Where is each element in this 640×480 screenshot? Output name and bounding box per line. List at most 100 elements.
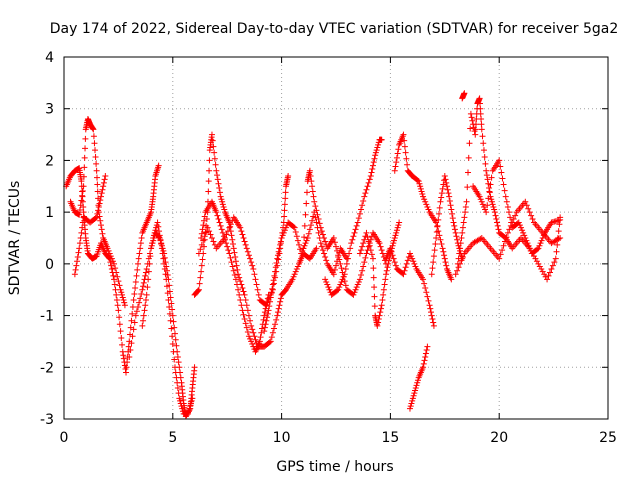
data-point <box>195 287 202 294</box>
data-point <box>255 291 262 298</box>
data-point <box>323 257 330 264</box>
data-point <box>366 176 373 183</box>
data-point <box>129 333 136 340</box>
data-point <box>74 253 81 260</box>
x-tick-label: 0 <box>60 430 69 446</box>
data-point <box>319 247 326 254</box>
data-point <box>539 268 546 275</box>
data-point <box>424 343 431 350</box>
data-point <box>177 397 184 404</box>
data-point <box>409 397 416 404</box>
data-point <box>273 316 280 323</box>
data-point <box>347 245 354 252</box>
data-point <box>142 272 149 279</box>
data-points <box>63 90 564 420</box>
data-point <box>477 196 484 203</box>
data-point <box>411 390 418 397</box>
data-point <box>141 276 148 283</box>
data-point <box>392 163 399 170</box>
data-point <box>375 319 382 326</box>
data-point <box>466 140 473 147</box>
data-point <box>247 317 254 324</box>
data-point <box>248 338 255 345</box>
data-point <box>400 131 407 138</box>
data-point <box>289 276 296 283</box>
data-point <box>166 310 173 317</box>
data-point <box>187 400 194 407</box>
data-point <box>336 284 343 291</box>
data-point <box>485 195 492 202</box>
x-tick-label: 25 <box>599 430 617 446</box>
data-point <box>322 253 329 260</box>
data-point <box>95 203 102 210</box>
data-point <box>354 219 361 226</box>
data-point <box>460 219 467 226</box>
data-point <box>222 235 229 241</box>
data-point <box>165 297 172 304</box>
data-point <box>364 183 371 190</box>
data-point <box>428 312 435 319</box>
data-point <box>435 210 442 217</box>
data-point <box>351 289 358 296</box>
data-point <box>497 251 504 258</box>
data-point <box>300 245 307 252</box>
data-point <box>477 110 484 117</box>
data-point <box>449 215 456 222</box>
data-point <box>480 147 487 154</box>
data-point <box>380 286 387 293</box>
data-point <box>137 245 144 252</box>
data-point <box>116 314 123 321</box>
data-point <box>125 343 132 350</box>
data-point <box>207 231 214 238</box>
data-point <box>546 269 553 276</box>
data-point <box>242 297 249 304</box>
data-point <box>132 278 139 285</box>
data-point <box>301 234 308 241</box>
data-point <box>92 215 99 222</box>
data-point <box>457 240 464 247</box>
data-point <box>264 310 271 317</box>
data-point <box>195 286 202 293</box>
data-point <box>140 312 147 319</box>
data-point <box>163 283 170 290</box>
data-point <box>319 231 326 238</box>
data-point <box>450 219 457 226</box>
data-point <box>227 254 234 261</box>
data-point <box>529 216 536 223</box>
data-point <box>138 291 145 298</box>
data-point <box>185 408 192 415</box>
data-point <box>363 229 370 236</box>
data-point <box>315 229 322 236</box>
data-point <box>79 224 86 231</box>
data-point <box>250 266 257 273</box>
data-point <box>401 137 408 144</box>
data-point <box>360 240 367 247</box>
data-point <box>142 269 149 276</box>
data-point <box>325 284 332 291</box>
data-point <box>244 248 251 255</box>
data-point <box>277 238 284 245</box>
data-point <box>164 290 171 297</box>
data-point <box>407 403 414 410</box>
data-point <box>136 299 143 306</box>
y-tick-label: 4 <box>45 50 54 66</box>
data-point <box>478 126 485 133</box>
data-point <box>214 172 221 179</box>
data-point <box>371 284 378 291</box>
data-point <box>230 245 237 252</box>
data-point <box>209 137 216 144</box>
data-point <box>379 250 386 257</box>
data-point <box>554 241 561 248</box>
data-point <box>111 260 118 267</box>
data-point <box>390 255 397 262</box>
data-point <box>341 271 348 278</box>
data-point <box>377 243 384 250</box>
data-point <box>264 314 271 321</box>
data-point <box>377 305 384 312</box>
data-point <box>92 147 99 154</box>
data-point <box>111 276 118 283</box>
data-point <box>121 299 128 306</box>
data-point <box>301 222 308 229</box>
data-point <box>350 233 357 240</box>
data-point <box>392 232 399 239</box>
